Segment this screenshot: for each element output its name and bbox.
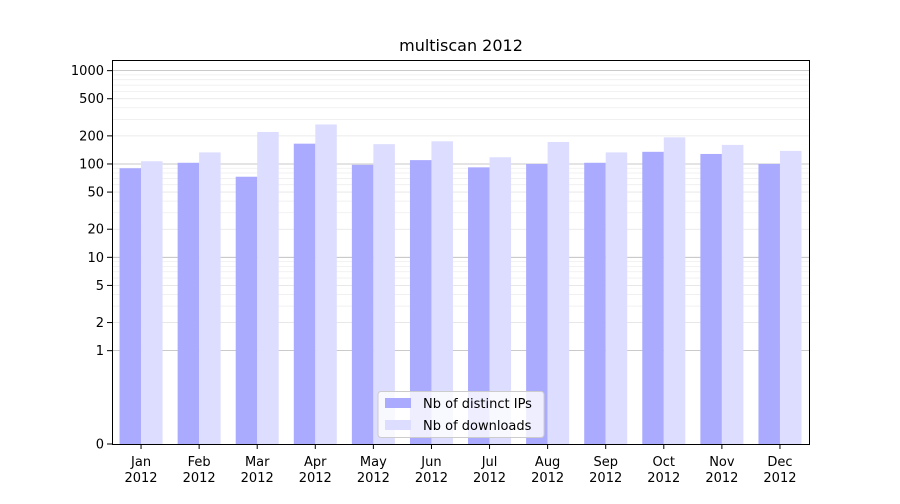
y-tick-label: 0 <box>96 438 104 453</box>
bar-downloads <box>315 124 337 444</box>
bar-downloads <box>779 150 802 444</box>
bar-distinct-ips <box>584 162 606 445</box>
x-tick-label-month: Aug <box>535 455 560 470</box>
bar-downloads <box>663 137 686 445</box>
y-tick-label: 200 <box>79 129 104 144</box>
bar-downloads <box>257 132 279 444</box>
x-tick-label-year: 2012 <box>763 471 796 486</box>
bar-distinct-ips <box>177 162 200 445</box>
x-tick-label-month: Oct <box>653 455 675 470</box>
bar-downloads <box>431 141 453 444</box>
legend-swatch-downloads <box>385 420 411 430</box>
y-tick-label: 5 <box>96 279 104 294</box>
x-tick-label-month: Jan <box>130 455 151 470</box>
x-tick-label-month: Feb <box>188 455 211 470</box>
x-tick-label-year: 2012 <box>183 471 216 486</box>
x-tick-label-month: Jul <box>481 455 498 470</box>
x-tick-label-year: 2012 <box>124 471 157 486</box>
y-tick-label: 1 <box>96 344 104 359</box>
x-tick-label-year: 2012 <box>531 471 564 486</box>
bars <box>119 124 802 445</box>
y-axis: 0 1 2 5 10 20 50 100 200 500 1000 <box>71 64 112 453</box>
x-axis: Jan2012Feb2012Mar2012Apr2012May2012Jun20… <box>124 444 797 486</box>
grid-lines <box>112 70 809 352</box>
legend-label-downloads: Nb of downloads <box>423 419 532 434</box>
bar-distinct-ips <box>700 153 722 444</box>
bar-downloads <box>721 144 744 444</box>
y-tick-label: 100 <box>79 157 104 172</box>
bar-distinct-ips <box>526 163 548 445</box>
y-tick-label: 20 <box>87 223 104 238</box>
bar-distinct-ips <box>642 151 664 444</box>
bar-downloads <box>605 152 628 444</box>
x-tick-label-month: Apr <box>304 455 327 470</box>
x-tick-label-year: 2012 <box>357 471 390 486</box>
bar-downloads <box>373 144 395 444</box>
x-tick-label-year: 2012 <box>241 471 274 486</box>
bar-distinct-ips <box>468 167 490 444</box>
x-tick-label-month: May <box>360 455 387 470</box>
x-tick-label-month: Sep <box>593 455 618 470</box>
bar-downloads <box>141 161 163 444</box>
bar-downloads <box>489 157 512 444</box>
x-tick-label-month: Mar <box>245 455 270 470</box>
x-tick-label-year: 2012 <box>299 471 332 486</box>
x-tick-label-month: Nov <box>709 455 735 470</box>
y-tick-label: 10 <box>87 251 104 266</box>
x-tick-label-year: 2012 <box>589 471 622 486</box>
x-tick-label-year: 2012 <box>415 471 448 486</box>
legend-frame <box>377 391 545 438</box>
bar-distinct-ips <box>235 176 258 444</box>
x-tick-label-year: 2012 <box>473 471 506 486</box>
chart-title: multiscan 2012 <box>399 36 523 55</box>
plot-frame <box>112 60 810 445</box>
y-tick-label: 2 <box>96 316 104 331</box>
legend: Nb of distinct IPs Nb of downloads <box>377 391 545 438</box>
bar-downloads <box>547 141 570 444</box>
bar-distinct-ips <box>409 160 432 445</box>
y-tick-label: 50 <box>87 186 104 201</box>
legend-label-distinct-ips: Nb of distinct IPs <box>423 397 532 412</box>
x-tick-label-month: Dec <box>767 455 792 470</box>
x-tick-label-month: Jun <box>420 455 441 470</box>
bar-distinct-ips <box>351 164 374 445</box>
bar-downloads <box>199 152 221 444</box>
legend-swatch-distinct-ips <box>385 398 411 408</box>
bar-distinct-ips <box>758 163 780 445</box>
x-tick-label-year: 2012 <box>705 471 738 486</box>
bar-distinct-ips <box>119 168 142 445</box>
x-tick-label-year: 2012 <box>647 471 680 486</box>
y-tick-label: 500 <box>79 92 104 107</box>
bar-distinct-ips <box>293 143 316 444</box>
y-tick-label: 1000 <box>71 64 104 79</box>
